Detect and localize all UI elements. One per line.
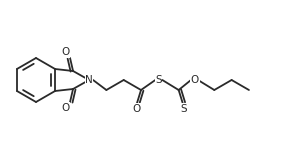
Text: O: O: [61, 103, 69, 113]
Text: S: S: [180, 104, 187, 114]
Text: N: N: [85, 75, 93, 85]
Text: O: O: [132, 104, 140, 114]
Text: O: O: [191, 75, 199, 85]
Text: S: S: [155, 75, 162, 85]
Text: O: O: [61, 47, 69, 57]
